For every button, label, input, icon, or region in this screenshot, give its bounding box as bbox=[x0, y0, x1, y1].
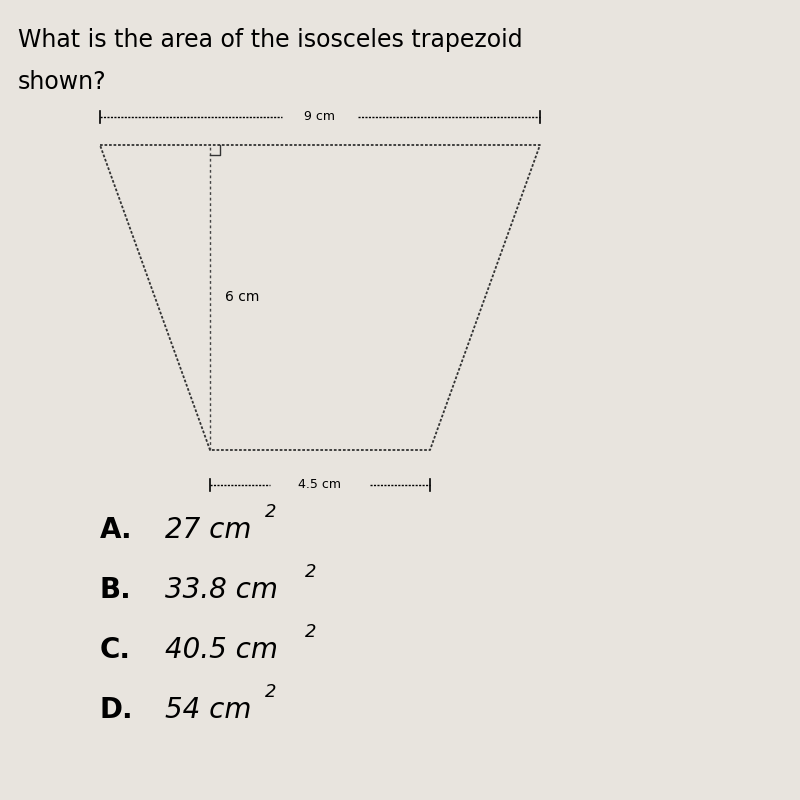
Text: 2: 2 bbox=[305, 563, 317, 581]
Text: B.: B. bbox=[100, 576, 132, 604]
Text: 4.5 cm: 4.5 cm bbox=[298, 478, 342, 491]
Text: What is the area of the isosceles trapezoid: What is the area of the isosceles trapez… bbox=[18, 28, 522, 52]
Text: 54 cm: 54 cm bbox=[165, 696, 251, 724]
Text: 9 cm: 9 cm bbox=[305, 110, 335, 123]
Text: 33.8 cm: 33.8 cm bbox=[165, 576, 278, 604]
Text: 2: 2 bbox=[265, 683, 277, 701]
Text: 2: 2 bbox=[265, 503, 277, 521]
Text: 2: 2 bbox=[305, 623, 317, 641]
Text: 6 cm: 6 cm bbox=[225, 290, 259, 305]
Text: 27 cm: 27 cm bbox=[165, 516, 251, 544]
Text: C.: C. bbox=[100, 636, 131, 664]
Text: A.: A. bbox=[100, 516, 133, 544]
Text: D.: D. bbox=[100, 696, 134, 724]
Text: 40.5 cm: 40.5 cm bbox=[165, 636, 278, 664]
Text: shown?: shown? bbox=[18, 70, 106, 94]
